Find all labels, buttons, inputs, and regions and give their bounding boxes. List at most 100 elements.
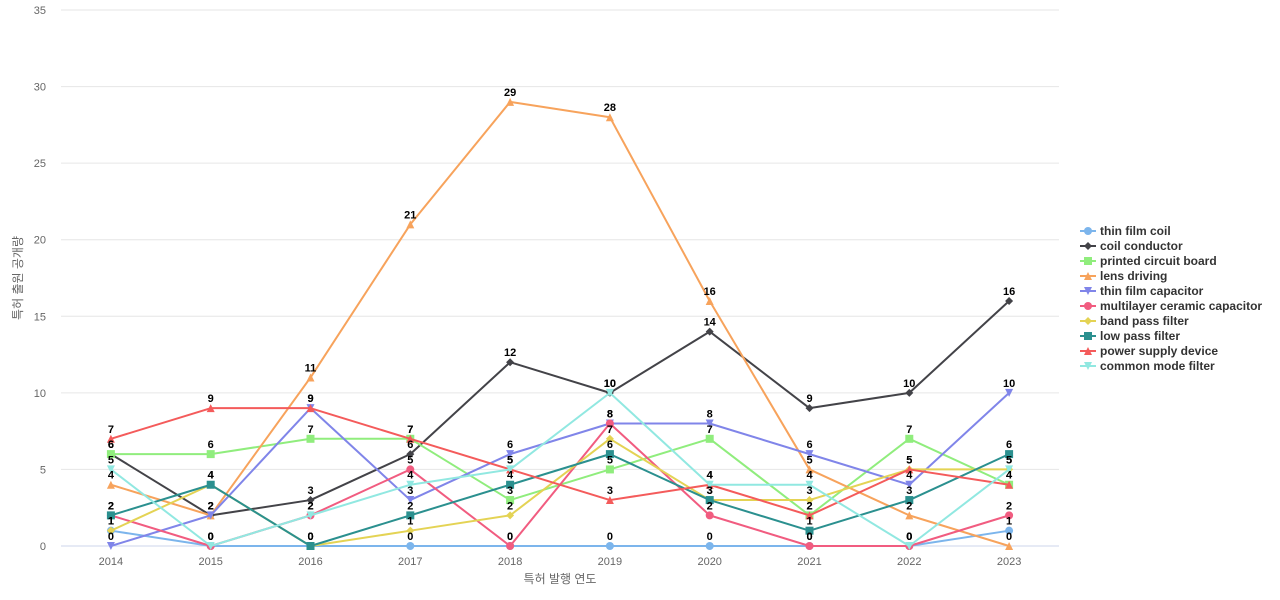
data-point [206, 542, 215, 550]
data-point [306, 542, 315, 550]
data-label: 0 [407, 531, 413, 543]
data-label: 0 [307, 531, 313, 543]
data-label: 29 [504, 87, 516, 99]
data-point [106, 450, 115, 459]
data-label: 2 [108, 500, 114, 512]
data-point [905, 434, 914, 443]
series-line-common-mode-filter [110, 391, 1010, 547]
legend-item-lens-driving[interactable]: lens driving [1080, 269, 1167, 283]
legend-label: low pass filter [1100, 329, 1180, 343]
data-label: 6 [607, 439, 613, 451]
data-label: 6 [108, 439, 114, 451]
data-point [1005, 296, 1014, 305]
legend-item-thin-film-coil[interactable]: thin film coil [1080, 224, 1171, 238]
data-point [406, 220, 415, 229]
data-label: 0 [507, 531, 513, 543]
data-point [705, 419, 714, 428]
data-label: 3 [707, 485, 713, 497]
data-label: 3 [906, 485, 912, 497]
series-line-coil-conductor [110, 300, 1010, 517]
data-point [506, 542, 515, 550]
data-point [406, 480, 415, 489]
data-label: 7 [707, 424, 713, 436]
legend-marker [1084, 257, 1092, 265]
legend-item-printed-circuit-board[interactable]: printed circuit board [1080, 254, 1217, 268]
data-point [605, 450, 614, 459]
legend-label: thin film capacitor [1100, 284, 1204, 298]
data-point [1005, 526, 1014, 535]
x-axis-title: 특허 발행 연도 [524, 571, 597, 586]
data-point [705, 511, 714, 520]
legend-label: lens driving [1100, 269, 1167, 283]
data-label: 1 [108, 516, 114, 528]
data-label: 4 [108, 470, 115, 482]
legend-label: coil conductor [1100, 239, 1183, 253]
data-point [705, 327, 714, 336]
data-label: 4 [407, 470, 414, 482]
data-label: 8 [607, 408, 613, 420]
data-point [206, 450, 215, 459]
y-tick-label: 25 [34, 158, 46, 170]
data-point [605, 496, 614, 505]
data-label: 3 [607, 485, 613, 497]
legend-marker [1084, 362, 1092, 370]
data-point [506, 450, 515, 459]
data-label: 1 [108, 516, 114, 528]
x-tick-label: 2022 [897, 556, 921, 568]
data-label: 4 [906, 470, 913, 482]
data-label: 2 [307, 500, 313, 512]
data-label: 7 [607, 424, 613, 436]
data-label: 2 [407, 500, 413, 512]
legend-item-coil-conductor[interactable]: coil conductor [1080, 239, 1183, 253]
legend-item-band-pass-filter[interactable]: band pass filter [1080, 314, 1189, 328]
legend-item-common-mode-filter[interactable]: common mode filter [1080, 359, 1215, 373]
data-label: 4 [806, 470, 813, 482]
series-common-mode-filter [106, 388, 1014, 550]
data-point [306, 511, 315, 520]
x-tick-label: 2020 [697, 556, 721, 568]
data-label: 0 [507, 531, 513, 543]
data-label: 5 [507, 454, 513, 466]
data-label: 0 [906, 531, 912, 543]
data-label: 3 [806, 485, 812, 497]
data-label: 9 [806, 393, 812, 405]
data-label: 6 [507, 439, 513, 451]
data-label: 10 [903, 378, 915, 390]
legend-item-power-supply-device[interactable]: power supply device [1080, 344, 1218, 358]
data-label: 4 [707, 470, 714, 482]
data-point [705, 542, 714, 550]
data-point [506, 97, 515, 106]
data-point [1005, 465, 1014, 474]
data-label: 4 [208, 470, 215, 482]
x-tick-label: 2015 [198, 556, 222, 568]
data-point [805, 511, 814, 520]
y-tick-label: 0 [40, 541, 46, 553]
data-label: 6 [1006, 439, 1012, 451]
legend-item-low-pass-filter[interactable]: low pass filter [1080, 329, 1180, 343]
data-label: 9 [208, 393, 214, 405]
data-label: 0 [1006, 531, 1012, 543]
y-tick-label: 30 [34, 82, 46, 94]
data-label: 2 [307, 500, 313, 512]
data-label: 0 [906, 531, 912, 543]
data-point [106, 526, 115, 535]
legend-item-thin-film-capacitor[interactable]: thin film capacitor [1080, 284, 1204, 298]
data-label: 10 [604, 378, 616, 390]
data-point [805, 450, 814, 459]
series-thin-film-capacitor [106, 388, 1014, 550]
data-point [805, 496, 814, 505]
data-label: 0 [806, 531, 812, 543]
legend-marker [1084, 302, 1092, 310]
data-point [106, 542, 115, 550]
x-tick-label: 2019 [598, 556, 622, 568]
legend-item-multilayer-ceramic-capacitor[interactable]: multilayer ceramic capacitor [1080, 299, 1262, 313]
y-tick-label: 20 [34, 235, 46, 247]
legend-marker [1084, 317, 1092, 325]
data-label: 8 [607, 408, 613, 420]
data-point [406, 511, 415, 520]
series-line-thin-film-coil [110, 529, 1010, 547]
data-point [805, 480, 814, 489]
data-point [905, 511, 914, 520]
data-point [406, 542, 415, 550]
y-axis-title: 특허 출원 공개량 [11, 236, 25, 320]
